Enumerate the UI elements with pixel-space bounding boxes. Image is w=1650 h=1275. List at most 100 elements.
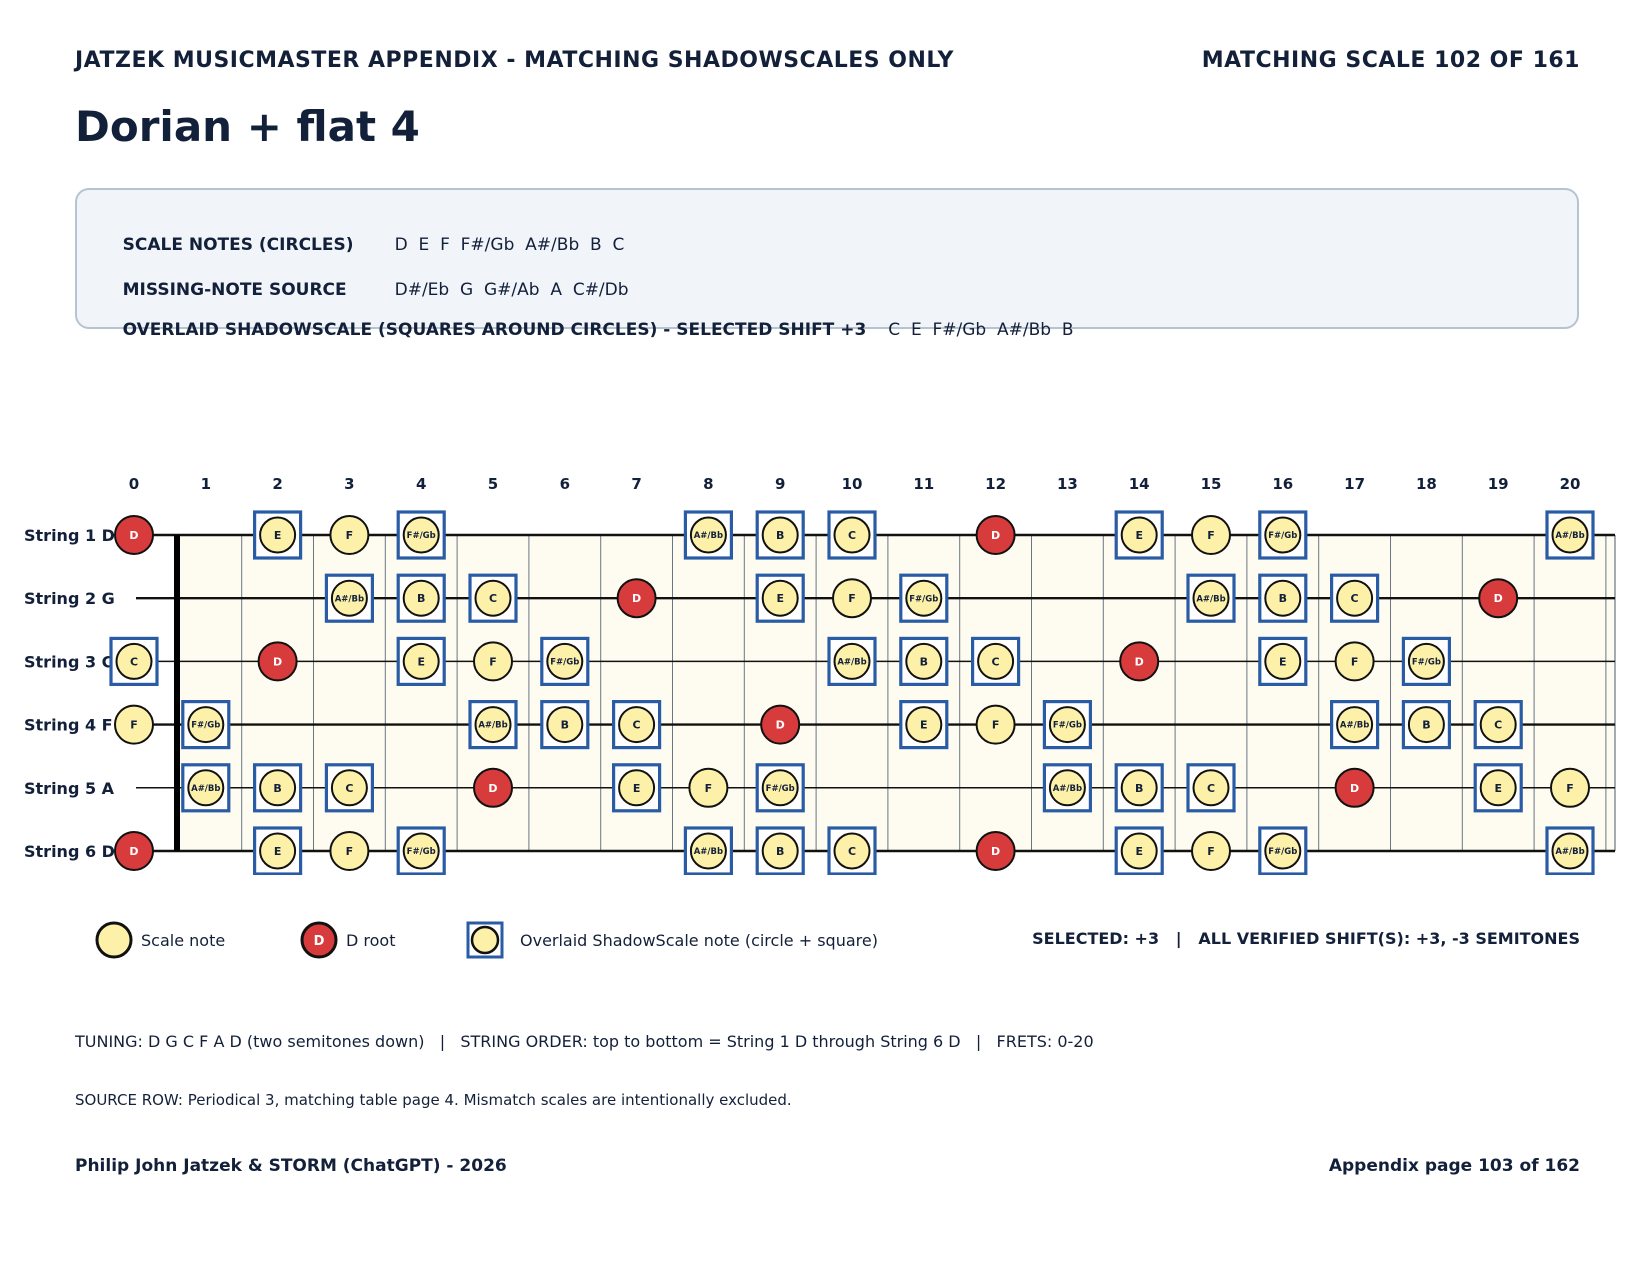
note-label: A#/Bb	[837, 657, 866, 667]
note-label: F	[130, 719, 138, 732]
note-label: F#/Gb	[1412, 657, 1441, 667]
scale-note-marker	[1264, 642, 1302, 680]
note-label: E	[1135, 845, 1143, 858]
scale-note-marker	[761, 769, 799, 807]
note-label: D	[1494, 592, 1503, 605]
root-note-marker	[1334, 767, 1375, 808]
scale-note-marker	[761, 832, 799, 870]
note-label: F#/Gb	[766, 784, 795, 794]
note-label: E	[1494, 782, 1502, 795]
note-label: A#/Bb	[191, 784, 220, 794]
scale-note-marker	[1264, 579, 1302, 617]
note-label: B	[776, 529, 784, 542]
fret-number: 10	[842, 475, 863, 493]
fret-number: 12	[985, 475, 1006, 493]
note-label: F#/Gb	[909, 594, 938, 604]
scale-note-marker	[1551, 516, 1589, 554]
overlaid-scale-row: OVERLAID SHADOWSCALE (SQUARES AROUND CIR…	[101, 300, 1074, 360]
root-note-marker	[473, 767, 513, 808]
scale-note-marker	[402, 579, 440, 617]
fret-number: 5	[488, 475, 498, 493]
fret-number: 13	[1057, 475, 1078, 493]
root-note-marker	[257, 641, 298, 682]
note-label: E	[633, 782, 641, 795]
note-label: F	[705, 782, 713, 795]
note-label: B	[417, 592, 425, 605]
fret-number: 7	[631, 475, 641, 493]
scale-note-marker	[833, 516, 871, 554]
missing-note-label: MISSING-NOTE SOURCE	[122, 280, 347, 300]
scale-note-marker	[1334, 641, 1375, 682]
scale-note-marker	[905, 579, 943, 617]
fret-number: 9	[775, 475, 785, 493]
scale-note-marker	[187, 706, 225, 744]
fret-number: 16	[1272, 475, 1293, 493]
note-label: B	[1135, 782, 1143, 795]
board-background	[177, 535, 1615, 851]
scale-note-marker	[1407, 706, 1445, 744]
note-label: D	[991, 529, 1000, 542]
note-label: D	[991, 845, 1000, 858]
scale-note-marker	[259, 769, 297, 807]
scale-note-marker	[833, 642, 871, 680]
scale-note-marker	[977, 642, 1015, 680]
note-label: D	[776, 719, 785, 732]
string-label: String 2 G	[24, 589, 115, 608]
scale-note-marker	[833, 832, 871, 870]
note-label: A#/Bb	[1196, 594, 1225, 604]
root-note-marker	[975, 515, 1016, 555]
scale-note-marker	[259, 832, 297, 870]
scale-note-marker	[187, 769, 225, 807]
note-label: F#/Gb	[1268, 531, 1297, 541]
note-label: F#/Gb	[550, 657, 579, 667]
scale-note-marker	[975, 704, 1016, 745]
note-label: E	[776, 592, 784, 605]
scale-note-marker	[546, 642, 584, 680]
note-label: A#/Bb	[694, 847, 723, 857]
scale-note-marker	[1120, 832, 1158, 870]
note-label: C	[1494, 719, 1502, 732]
scale-note-marker	[402, 516, 440, 554]
missing-note-row: MISSING-NOTE SOURCE D#/Eb G G#/Ab A C#/Db	[101, 260, 629, 320]
legend-root-label: D root	[346, 930, 396, 950]
scale-note-marker	[402, 832, 440, 870]
nut	[174, 535, 180, 851]
fret-number: 11	[913, 475, 934, 493]
note-label: F	[992, 719, 1000, 732]
fret-number: 1	[201, 475, 211, 493]
scale-note-marker	[1120, 516, 1158, 554]
scale-note-swatch	[95, 921, 133, 959]
note-label: D	[1135, 655, 1144, 668]
page-title: Dorian + flat 4	[75, 102, 420, 151]
scale-note-marker	[1479, 769, 1517, 807]
string-label: String 1 D	[24, 526, 115, 545]
note-label: D	[1350, 782, 1359, 795]
footer-authors: Philip John Jatzek & STORM (ChatGPT) - 2…	[75, 1156, 507, 1176]
note-label: E	[274, 529, 282, 542]
note-label: C	[345, 782, 353, 795]
scale-counter: MATCHING SCALE 102 OF 161	[1201, 48, 1580, 73]
overlaid-scale-label: OVERLAID SHADOWSCALE (SQUARES AROUND CIR…	[122, 320, 867, 340]
note-label: C	[130, 655, 138, 668]
note-label: F	[1351, 655, 1359, 668]
note-label: B	[561, 719, 569, 732]
scale-note-marker	[115, 642, 153, 680]
scale-notes-value: D E F F#/Gb A#/Bb B C	[394, 235, 625, 255]
scale-note-marker	[905, 642, 943, 680]
scale-note-marker	[1479, 706, 1517, 744]
scale-note-marker	[546, 706, 584, 744]
note-label: E	[1135, 529, 1143, 542]
scale-note-marker	[1551, 832, 1589, 870]
note-label: F	[346, 845, 354, 858]
scale-note-marker	[1192, 579, 1230, 617]
note-label: B	[776, 845, 784, 858]
string-label: String 6 D	[24, 842, 115, 861]
note-label: F#/Gb	[191, 721, 220, 731]
note-label: E	[920, 719, 928, 732]
note-label: D	[273, 655, 282, 668]
note-label: F#/Gb	[1268, 847, 1297, 857]
note-label: B	[1422, 719, 1430, 732]
note-label: B	[920, 655, 928, 668]
note-label: C	[489, 592, 497, 605]
